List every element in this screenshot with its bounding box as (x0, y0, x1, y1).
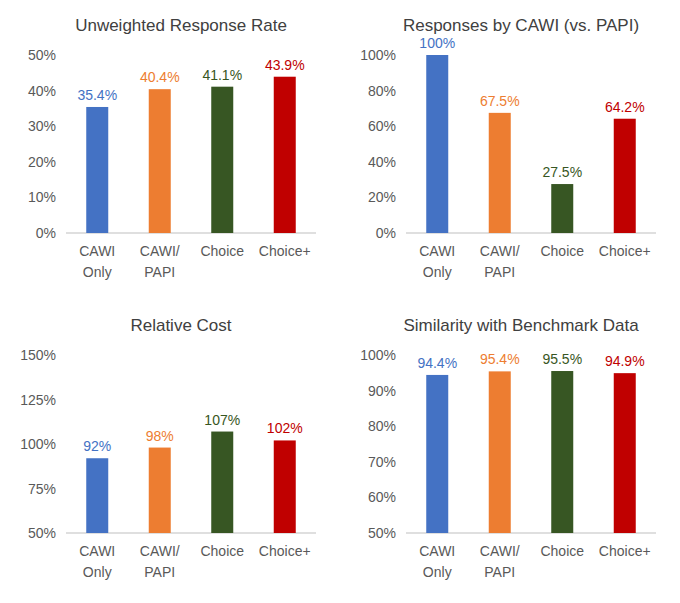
data-label: 41.1% (202, 67, 242, 83)
y-tick-label: 150% (20, 347, 56, 363)
y-tick-label: 0% (376, 225, 396, 241)
plot-area (426, 371, 636, 533)
data-label: 64.2% (605, 99, 645, 115)
chart-panel: Similarity with Benchmark Data 50% 60% 70% 8… (360, 316, 656, 580)
y-tick-label: 50% (28, 525, 56, 541)
bars (426, 371, 636, 533)
plot-area (86, 77, 296, 233)
x-tick-label: Choice (540, 243, 584, 259)
x-tick-label: CAWIOnly (419, 243, 455, 280)
chart-panel: Responses by CAWI (vs. PAPI) 0% 20% 40% 60% 8… (360, 16, 656, 280)
y-tick-label: 90% (368, 383, 396, 399)
data-label: 95.5% (542, 351, 582, 367)
bar (274, 77, 296, 233)
bar (426, 55, 448, 233)
y-tick-label: 60% (368, 118, 396, 134)
data-label: 92% (83, 438, 111, 454)
plot-area (86, 432, 296, 533)
data-label: 95.4% (480, 351, 520, 367)
bar (614, 373, 636, 533)
chart-panel: Relative Cost 50% 75% 100% 125% 150% 92% 98% 107… (20, 316, 316, 580)
figure: Unweighted Response Rate 0% 10% 20% 30% 40% 50… (0, 0, 680, 603)
x-tick-label: CAWIOnly (419, 543, 455, 580)
data-label: 102% (267, 420, 303, 436)
y-tick-label: 60% (368, 489, 396, 505)
bar (86, 107, 108, 233)
bar (211, 432, 233, 533)
bar (149, 89, 171, 233)
data-label: 27.5% (542, 164, 582, 180)
y-tick-label: 40% (368, 154, 396, 170)
bar (489, 371, 511, 533)
y-tick-label: 125% (20, 392, 56, 408)
bar (211, 87, 233, 233)
y-tick-label: 100% (360, 47, 396, 63)
x-tick-label: Choice+ (599, 243, 651, 259)
bar (149, 448, 171, 533)
data-label: 40.4% (140, 69, 180, 85)
data-label: 67.5% (480, 93, 520, 109)
data-label: 94.9% (605, 353, 645, 369)
x-tick-label: CAWI/PAPI (140, 543, 180, 580)
x-tick-label: CAWIOnly (79, 543, 115, 580)
x-tick-label: Choice (540, 543, 584, 559)
y-tick-label: 100% (360, 347, 396, 363)
x-tick-label: Choice (200, 543, 244, 559)
chart-title: Similarity with Benchmark Data (403, 316, 639, 335)
y-tick-label: 80% (368, 418, 396, 434)
data-label: 98% (146, 428, 174, 444)
data-label: 35.4% (77, 87, 117, 103)
bars (86, 432, 296, 533)
x-tick-label: Choice+ (599, 543, 651, 559)
y-tick-label: 40% (28, 83, 56, 99)
bar (551, 371, 573, 533)
data-label: 100% (419, 35, 455, 51)
y-tick-label: 75% (28, 481, 56, 497)
bar (426, 375, 448, 533)
bars (86, 77, 296, 233)
y-tick-label: 20% (368, 189, 396, 205)
chart-title: Relative Cost (130, 316, 231, 335)
chart-title: Unweighted Response Rate (75, 16, 287, 35)
x-tick-label: CAWI/PAPI (480, 543, 520, 580)
y-tick-label: 100% (20, 436, 56, 452)
bar (86, 458, 108, 533)
bar (489, 113, 511, 233)
x-tick-label: CAWI/PAPI (140, 243, 180, 280)
data-label: 43.9% (265, 57, 305, 73)
bar (274, 440, 296, 533)
bar (551, 184, 573, 233)
y-tick-label: 70% (368, 454, 396, 470)
data-label: 107% (204, 412, 240, 428)
y-tick-label: 0% (36, 225, 56, 241)
bars (426, 55, 636, 233)
chart-title: Responses by CAWI (vs. PAPI) (403, 16, 639, 35)
y-tick-label: 30% (28, 118, 56, 134)
y-tick-label: 80% (368, 83, 396, 99)
data-label: 94.4% (417, 355, 457, 371)
y-tick-label: 50% (368, 525, 396, 541)
x-tick-label: Choice (200, 243, 244, 259)
bar (614, 119, 636, 233)
chart-panel: Unweighted Response Rate 0% 10% 20% 30% 40% 50… (28, 16, 316, 280)
x-tick-label: Choice+ (259, 243, 311, 259)
plot-area (426, 55, 636, 233)
x-tick-label: Choice+ (259, 543, 311, 559)
x-tick-label: CAWI/PAPI (480, 243, 520, 280)
x-tick-label: CAWIOnly (79, 243, 115, 280)
y-tick-label: 10% (28, 189, 56, 205)
y-tick-label: 50% (28, 47, 56, 63)
y-tick-label: 20% (28, 154, 56, 170)
